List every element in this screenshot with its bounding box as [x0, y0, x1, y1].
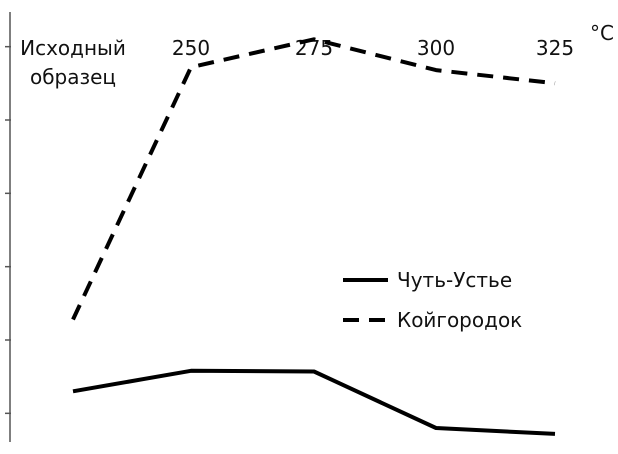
- axis-layer: [5, 12, 11, 442]
- x-tick-label-3: 300: [417, 36, 455, 60]
- series-line-1: [71, 37, 556, 321]
- legend-label-1: Койгородок: [397, 308, 522, 332]
- x-tick-label-1: 250: [172, 36, 210, 60]
- series-layer: [71, 37, 556, 436]
- x-axis-unit-label: °С: [590, 21, 614, 45]
- x-tick-label-0: Исходный образец: [20, 36, 126, 89]
- legend-label-0: Чуть-Устье: [397, 268, 512, 292]
- x-tick-label-4: 325: [536, 36, 574, 60]
- legend: Чуть-Устье Койгородок: [343, 268, 522, 332]
- series-line-0: [72, 368, 556, 436]
